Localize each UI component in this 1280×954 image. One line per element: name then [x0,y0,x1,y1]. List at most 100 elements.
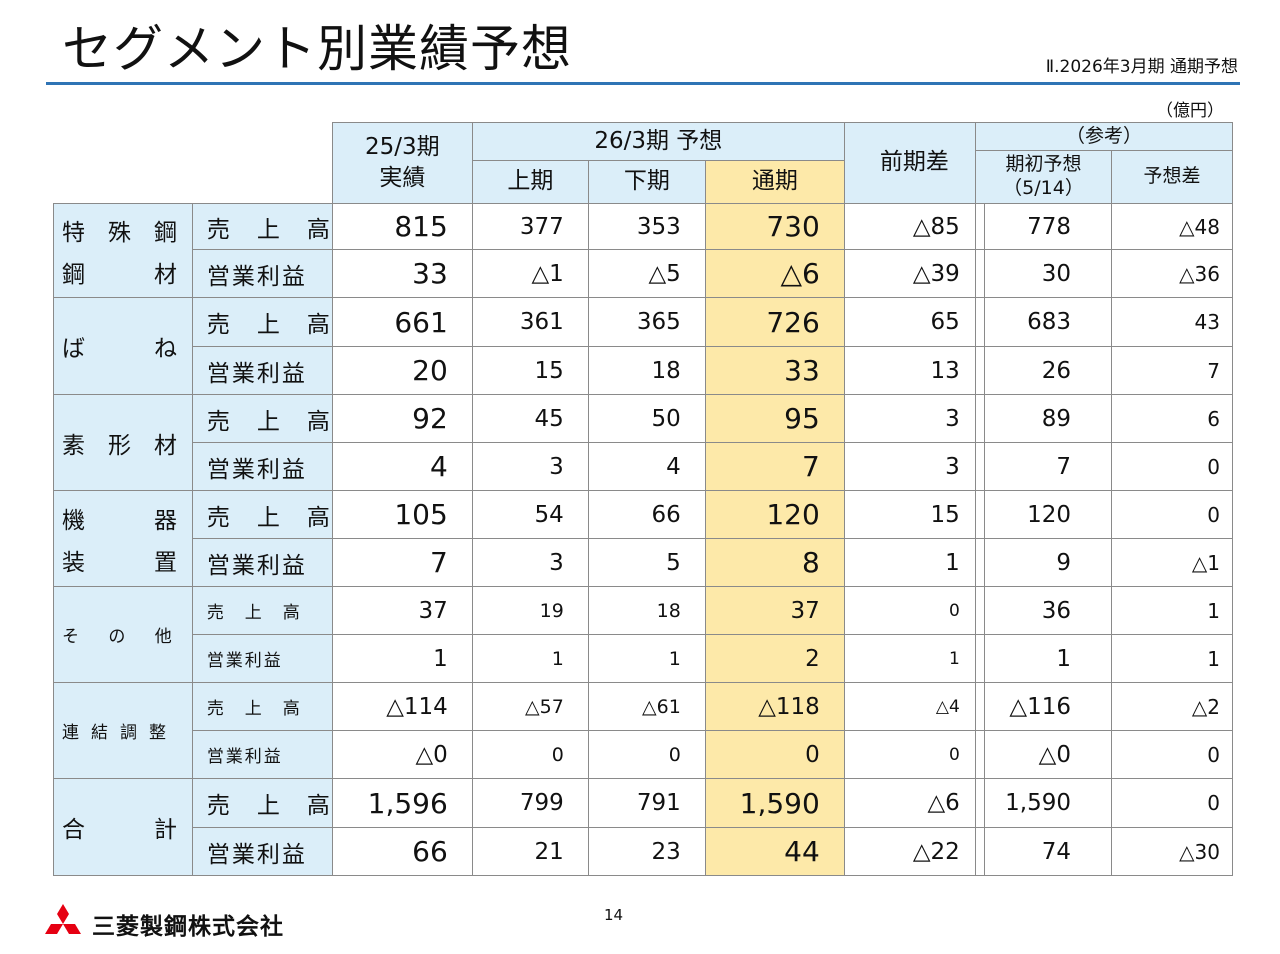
table-row: 74 △30 [975,827,1233,876]
h1-value: 361 [471,297,589,347]
forecast-diff-value: 0 [1111,490,1233,539]
initial-forecast-value: 120 [975,490,1112,539]
segment-name: 合 計 [53,778,193,876]
year-diff-value: 3 [843,442,985,491]
header-diff: 前期差 [843,122,985,204]
reference-title: （参考） [975,122,1233,151]
table-row: ば ね売 上 高 661 361 365 726 65 [53,297,985,395]
table-row: 素 形 材売 上 高 92 45 50 95 3 [53,394,985,491]
table-row: 特 殊 鋼鋼 材売 上 高 815 377 353 730 △85 [53,203,985,298]
item-label: 営業利益 [191,827,333,876]
h1-value: 19 [471,586,589,635]
reference-initial-label: 期初予想 [1005,153,1082,176]
full-year-value: 44 [704,827,845,876]
year-diff-value: 13 [843,346,985,395]
header-blank [53,122,333,204]
full-year-value: △6 [704,249,845,298]
h2-value: △61 [587,682,706,731]
year-diff-value: △22 [843,827,985,876]
segment-name-line: 連結調整 [62,723,178,743]
actual-value: △114 [331,682,473,731]
table-row: △0 0 [975,730,1233,779]
h2-value: 18 [587,586,706,635]
forecast-diff-value: 0 [1111,442,1233,491]
initial-forecast-value: 1 [975,634,1112,683]
actual-value: 7 [331,538,473,587]
h2-value: 353 [587,203,706,250]
segment-name-line: 素 形 材 [62,432,177,459]
item-label: 営業利益 [191,730,333,779]
item-label: 売 上 高 [191,490,333,539]
header-actual: 25/3期 実績 [331,122,473,204]
forecast-diff-value: 1 [1111,586,1233,635]
segment-name: 機 器装 置 [53,490,193,587]
item-label: 営業利益 [191,442,333,491]
h1-value: 799 [471,778,589,828]
segment-name: 素 形 材 [53,394,193,491]
table-row: 1,590 0 [975,778,1233,828]
actual-value: 815 [331,203,473,250]
three-diamonds-icon [45,904,81,934]
segment-name-line: 装 置 [62,549,177,576]
table-row: 120 0 [975,490,1233,539]
h1-value: 3 [471,538,589,587]
actual-value: 20 [331,346,473,395]
title-underline [46,82,1240,85]
header-full: 通期 [704,160,845,204]
year-diff-value: 0 [843,730,985,779]
h1-value: 54 [471,490,589,539]
h2-value: 5 [587,538,706,587]
full-year-value: 95 [704,394,845,443]
forecast-diff-value: 7 [1111,346,1233,395]
segment-name-line: 特 殊 鋼 [62,219,177,246]
h1-value: 21 [471,827,589,876]
h2-value: 23 [587,827,706,876]
page-title: セグメント別業績予想 [62,20,572,78]
header-actual-period: 25/3期 [364,133,440,160]
initial-forecast-value: 89 [975,394,1112,443]
segment-name: そ の 他 [53,586,193,683]
year-diff-value: 0 [843,586,985,635]
item-label: 売 上 高 [191,203,333,250]
forecast-diff-value: 43 [1111,297,1233,347]
company-name: 三菱製鋼株式会社 [92,914,284,940]
segment-name-line: そ の 他 [62,627,184,647]
segment-name: 特 殊 鋼鋼 材 [53,203,193,298]
table-row: △116 △2 [975,682,1233,731]
table-row: 営業利益 20 15 18 33 13 [54,346,985,395]
initial-forecast-value: 9 [975,538,1112,587]
h2-value: 791 [587,778,706,828]
forecast-diff-value: △36 [1111,249,1233,298]
initial-forecast-value: 36 [975,586,1112,635]
full-year-value: 0 [704,730,845,779]
header-h2: 下期 [587,160,706,204]
reference-initial-date: （5/14） [1003,177,1084,199]
actual-value: 33 [331,249,473,298]
year-diff-value: 3 [843,394,985,443]
initial-forecast-value: 7 [975,442,1112,491]
h2-value: 18 [587,346,706,395]
year-diff-value: 1 [843,538,985,587]
forecast-diff-value: △1 [1111,538,1233,587]
header-forecast: 26/3期 予想 [471,122,845,161]
segment-name-line: 合 計 [62,817,177,843]
table-row: そ の 他売 上 高 37 19 18 37 0 [53,586,985,683]
h2-value: 365 [587,297,706,347]
forecast-diff-value: △2 [1111,682,1233,731]
header-h1: 上期 [471,160,589,204]
table-row: 連結調整売 上 高 △114 △57 △61 △118 △4 [53,682,985,779]
table-row: 営業利益 4 3 4 7 3 [54,442,985,491]
table-row: 営業利益 33 △1 △5 △6 △39 [54,249,985,298]
segment-forecast-table: 25/3期 実績 26/3期 予想 前期差 上期 下期 通期 特 殊 鋼鋼 材売… [53,122,985,876]
h1-value: 3 [471,442,589,491]
h2-value: 66 [587,490,706,539]
initial-forecast-value: 778 [975,203,1112,250]
item-label: 売 上 高 [191,394,333,443]
full-year-value: 120 [704,490,845,539]
table-row: 合 計売 上 高 1,596 799 791 1,590 △6 [53,778,985,876]
table-row: 778 △48 [975,203,1233,250]
page-number: 14 [604,906,624,924]
table-row: 89 6 [975,394,1233,443]
reference-table: （参考） 期初予想 （5/14） 予想差 778 △48 30 △36 683 43 26 7… [975,122,1233,876]
